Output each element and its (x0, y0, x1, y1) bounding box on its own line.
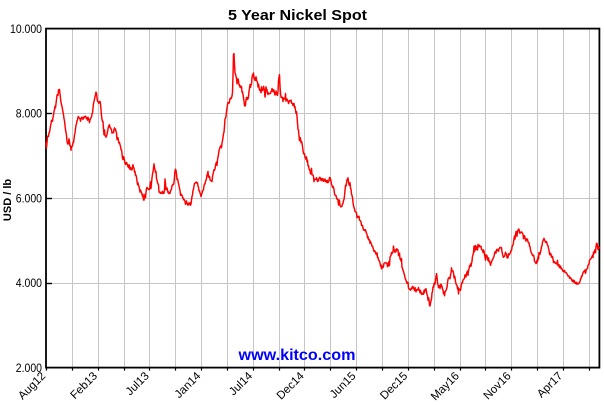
svg-text:8.000: 8.000 (16, 107, 42, 121)
svg-text:USD / lb: USD / lb (2, 179, 14, 221)
svg-text:5 Year Nickel Spot: 5 Year Nickel Spot (228, 7, 367, 24)
svg-text:www.kitco.com: www.kitco.com (237, 347, 355, 364)
svg-text:4.000: 4.000 (16, 276, 42, 290)
svg-text:2.000: 2.000 (16, 361, 42, 375)
svg-text:10.000: 10.000 (10, 22, 42, 36)
svg-text:6.000: 6.000 (16, 191, 42, 205)
